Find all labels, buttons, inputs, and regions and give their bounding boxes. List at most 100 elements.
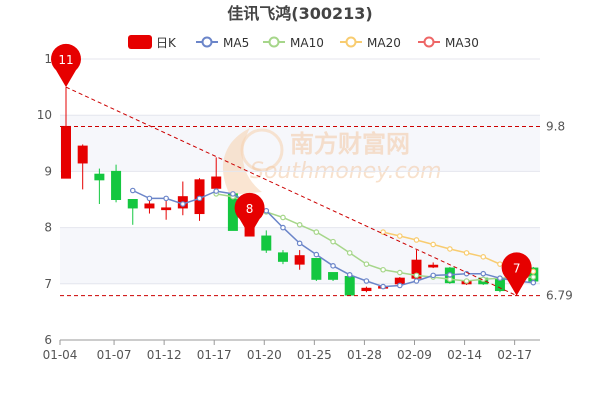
- legend-item[interactable]: MA20: [340, 36, 401, 50]
- ma20-point: [413, 237, 420, 243]
- ma10-point: [413, 272, 420, 279]
- candle-body: [61, 125, 71, 179]
- y-axis-ticks: 6 7 8 9 10 1: [37, 52, 52, 347]
- ma5-point: [447, 272, 453, 278]
- ma5-point: [330, 263, 336, 269]
- candle: [428, 262, 439, 269]
- ma5-point: [196, 195, 203, 202]
- pin-marker: 7: [501, 252, 532, 296]
- ma5-point: [146, 195, 153, 202]
- ma5-point: [313, 251, 320, 258]
- candle-body: [144, 203, 155, 209]
- plot-band: [60, 115, 540, 172]
- ma5-point: [296, 240, 303, 247]
- candle-body: [361, 287, 372, 292]
- reference-line-label: 9.8: [546, 119, 565, 133]
- pin-marker-shape: [501, 252, 532, 296]
- x-tick-label: 01-17: [197, 348, 232, 362]
- legend-swatch-dot: [345, 36, 357, 48]
- x-tick-label: 01-12: [147, 348, 182, 362]
- ma5-point: [413, 278, 420, 284]
- ma5-point: [480, 270, 487, 277]
- candle: [328, 272, 339, 281]
- ma20-point: [397, 233, 403, 239]
- candle-body: [261, 235, 272, 251]
- plot-area: [60, 59, 540, 340]
- x-tick-label: 02-17: [497, 348, 532, 362]
- ma5-point: [397, 282, 403, 289]
- ma5-point: [280, 224, 286, 231]
- legend-label: MA20: [367, 36, 401, 50]
- chart-title: 佳讯飞鸿(300213): [227, 4, 372, 23]
- ma20-point: [480, 254, 487, 260]
- candle: [127, 199, 138, 225]
- legend-swatch-dot: [268, 36, 280, 48]
- pin-marker-shape: [234, 192, 265, 237]
- ma5-point: [497, 275, 503, 281]
- candle-body: [294, 255, 305, 265]
- legend-swatch: [128, 35, 152, 49]
- ma20-point: [380, 229, 386, 235]
- ma5-point: [380, 283, 386, 290]
- candle-body: [311, 258, 322, 280]
- y-tick-label: 6: [44, 333, 52, 347]
- candle: [94, 168, 105, 204]
- y-tick-label: 8: [44, 221, 52, 235]
- plot-band: [60, 59, 540, 116]
- candle-body: [344, 275, 355, 296]
- legend-item[interactable]: MA30: [418, 36, 479, 50]
- candle: [294, 250, 305, 270]
- candle: [61, 87, 71, 179]
- x-tick-label: 01-25: [297, 348, 332, 362]
- pin-marker-label: 8: [246, 202, 254, 216]
- ma10-point: [313, 229, 320, 235]
- x-tick-label: 01-04: [43, 348, 78, 362]
- candle-body: [127, 199, 138, 209]
- reference-lines: 9.8 6.79: [60, 86, 573, 303]
- candle-body: [94, 173, 105, 181]
- candle: [311, 258, 322, 281]
- candle-body: [328, 272, 339, 280]
- candle-body: [494, 278, 505, 292]
- candle-body: [211, 176, 222, 189]
- legend-label: MA5: [223, 36, 249, 50]
- x-tick-label: 01-07: [97, 348, 132, 362]
- ma20-point: [530, 268, 537, 275]
- candle: [161, 199, 172, 220]
- legend-item[interactable]: MA5: [196, 36, 249, 50]
- x-axis: 01-04 01-07 01-12 01-17 01-20 01-25 01-28 02-09…: [43, 339, 540, 362]
- ma10-point: [346, 250, 353, 256]
- candle-body: [77, 145, 88, 164]
- ma10-point: [330, 238, 336, 245]
- ma20-point: [430, 241, 436, 248]
- legend: 日K MA5 MA10 MA20 MA30: [128, 35, 479, 50]
- ma10-point: [530, 274, 537, 280]
- candle-body: [111, 170, 122, 200]
- legend-swatch-dot: [423, 36, 435, 48]
- ma5-point: [430, 272, 436, 279]
- ma20-point: [447, 246, 453, 252]
- legend-label: 日K: [156, 36, 177, 50]
- candle: [361, 286, 372, 293]
- plot-band: [60, 171, 540, 228]
- ma5-point: [263, 207, 270, 214]
- pin-marker-label: 11: [58, 53, 73, 67]
- ma5-point: [346, 272, 353, 278]
- ma5-point: [129, 187, 136, 194]
- ma20-point: [497, 261, 503, 267]
- legend-item[interactable]: MA10: [263, 36, 324, 50]
- y-tick-label: 1: [44, 52, 52, 66]
- ma5-point: [213, 188, 220, 194]
- candle: [261, 230, 272, 253]
- legend-item[interactable]: 日K: [128, 35, 177, 50]
- candle-body: [411, 259, 422, 279]
- y-tick-label: 10: [37, 108, 52, 122]
- pin-marker: 11: [51, 43, 82, 88]
- pin-marker-label: 7: [513, 262, 521, 276]
- candle-body: [161, 207, 172, 211]
- ma5-point: [230, 191, 236, 197]
- ma10-point: [296, 221, 303, 228]
- legend-label: MA10: [290, 36, 324, 50]
